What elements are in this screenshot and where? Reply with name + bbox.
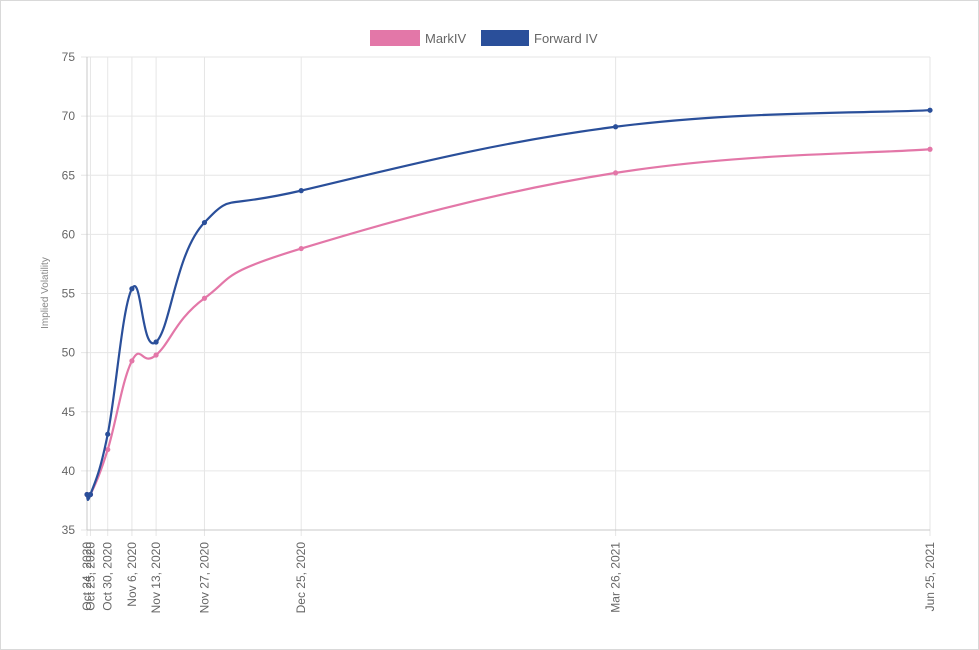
forward-iv-line [85, 109, 931, 501]
y-axis-title: Implied Volatility [40, 257, 51, 329]
y-tick-label: 45 [62, 405, 76, 419]
forward-iv-point [153, 339, 159, 345]
y-tick-label: 70 [62, 109, 76, 123]
series-lines [84, 107, 933, 501]
x-tick-label: Mar 26, 2021 [609, 542, 623, 613]
legend-item-markiv[interactable]: MarkIV [370, 30, 467, 46]
x-tick-label: Nov 27, 2020 [197, 542, 211, 614]
legend-label: MarkIV [425, 31, 467, 46]
x-tick-label: Oct 30, 2020 [101, 542, 115, 611]
forward-iv-point [129, 286, 135, 292]
legend-item-forward-iv[interactable]: Forward IV [481, 30, 598, 46]
forward-iv-point [105, 431, 111, 437]
forward-iv-point [613, 124, 619, 130]
markiv-point [613, 170, 619, 176]
y-tick-label: 35 [62, 523, 76, 537]
x-tick-label: Nov 6, 2020 [125, 542, 139, 607]
y-tick-label: 60 [62, 227, 76, 241]
markiv-point [105, 446, 111, 453]
forward-iv-point [927, 107, 933, 113]
forward-iv-point [298, 188, 304, 194]
y-tick-label: 55 [62, 287, 76, 301]
axes [86, 57, 930, 531]
markiv-point [927, 146, 933, 152]
x-tick-label: Oct 25, 2020 [83, 542, 97, 611]
markiv-point [298, 245, 304, 252]
y-tick-label: 40 [62, 464, 76, 478]
x-tick-label: Nov 13, 2020 [149, 542, 163, 614]
forward-iv-point [201, 219, 208, 226]
x-tick-label: Jun 25, 2021 [923, 542, 937, 612]
markiv-line [85, 148, 931, 500]
legend[interactable]: MarkIV Forward IV [370, 30, 598, 46]
markiv-point [201, 295, 208, 301]
legend-label: Forward IV [534, 31, 598, 46]
legend-swatch [370, 30, 420, 46]
y-tick-label: 50 [62, 346, 76, 360]
x-tick-label: Oct 24, 2020 [80, 542, 94, 611]
y-axis-ticks: 35 40 45 50 55 60 65 70 75 [62, 50, 76, 537]
grid [81, 56, 931, 536]
x-tick-label: Dec 25, 2020 [294, 542, 308, 614]
y-tick-label: 75 [62, 50, 76, 64]
legend-swatch [481, 30, 529, 46]
markiv-point [153, 352, 159, 358]
y-tick-label: 65 [62, 168, 76, 182]
markiv-point [129, 358, 135, 364]
forward-iv-point [87, 491, 94, 498]
